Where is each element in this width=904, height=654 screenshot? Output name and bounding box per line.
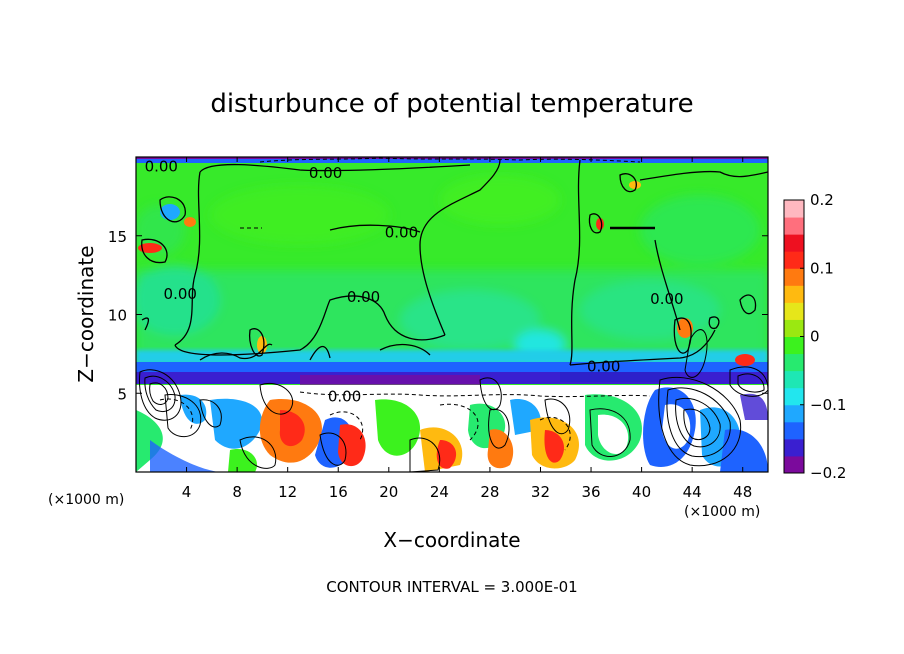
plot-area bbox=[136, 157, 768, 472]
colorbar-swatch bbox=[784, 336, 804, 355]
colorbar-swatch bbox=[784, 353, 804, 372]
x-tick-label: 48 bbox=[733, 483, 752, 501]
colorbar-swatch bbox=[784, 234, 804, 252]
contour-label: 0.00 bbox=[145, 157, 178, 175]
x-axis-ticks: 4 8 12 16 20 24 28 32 36 40 44 48 bbox=[182, 157, 752, 501]
x-tick-label: 40 bbox=[632, 483, 651, 501]
colorbar-swatch bbox=[784, 200, 804, 218]
contour-label: 0.00 bbox=[650, 290, 683, 308]
x-axis-label: X−coordinate bbox=[383, 528, 520, 552]
x-tick-label: 12 bbox=[278, 483, 297, 501]
x-unit-left: (×1000 m) bbox=[48, 492, 124, 508]
upper-field-texture bbox=[136, 175, 768, 365]
x-tick-label: 36 bbox=[581, 483, 600, 501]
colorbar-tick-label: −0.1 bbox=[810, 396, 846, 414]
colorbar-swatch bbox=[784, 387, 804, 406]
y-axis-label: Z−coordinate bbox=[74, 245, 98, 382]
colorbar-swatch bbox=[784, 251, 804, 269]
colorbar-swatch bbox=[784, 421, 804, 440]
contour-label: 0.00 bbox=[385, 224, 418, 242]
y-axis-ticks: 5 10 15 bbox=[108, 228, 768, 403]
chart-title: disturbunce of potential temperature bbox=[210, 89, 693, 119]
contour-label: 0.00 bbox=[309, 164, 342, 182]
colorbar-swatch bbox=[784, 404, 804, 423]
x-unit-right: (×1000 m) bbox=[684, 504, 760, 520]
contour-label: 0.00 bbox=[347, 288, 380, 306]
x-tick-label: 32 bbox=[531, 483, 550, 501]
contour-labels: 0.00 0.00 0.00 0.00 0.00 0.00 0.00 0.00 bbox=[145, 157, 684, 405]
lower-field-blobs bbox=[136, 387, 768, 472]
x-tick-label: 44 bbox=[683, 483, 702, 501]
colorbar-swatch bbox=[784, 268, 804, 286]
x-tick-label: 20 bbox=[379, 483, 398, 501]
x-tick-label: 4 bbox=[182, 483, 192, 501]
colorbar bbox=[784, 200, 804, 474]
colorbar-swatch bbox=[784, 302, 804, 320]
inversion-band-blue bbox=[136, 362, 768, 374]
top-band bbox=[136, 157, 768, 163]
dashed-contours bbox=[159, 157, 651, 451]
colorbar-swatch bbox=[784, 438, 804, 457]
colorbar-swatch bbox=[784, 217, 804, 235]
colorbar-tick-label: 0 bbox=[810, 328, 820, 346]
contour-interval-note: CONTOUR INTERVAL = 3.000E-01 bbox=[326, 578, 577, 596]
colorbar-tick-label: 0.2 bbox=[810, 191, 834, 209]
y-tick-label: 15 bbox=[108, 228, 127, 246]
colorbar-swatch bbox=[784, 285, 804, 303]
contour-label: 0.00 bbox=[328, 387, 361, 405]
colorbar-ticks: 0.2 0.1 0 −0.1 −0.2 bbox=[800, 191, 846, 482]
colorbar-swatch bbox=[784, 455, 804, 474]
contour-label: 0.00 bbox=[587, 357, 620, 375]
x-tick-label: 28 bbox=[480, 483, 499, 501]
x-tick-label: 8 bbox=[232, 483, 242, 501]
y-tick-label: 10 bbox=[108, 307, 127, 325]
colorbar-tick-label: −0.2 bbox=[810, 464, 846, 482]
colorbar-swatch bbox=[784, 370, 804, 389]
y-tick-label: 5 bbox=[117, 385, 127, 403]
colorbar-tick-label: 0.1 bbox=[810, 259, 834, 277]
contour-label: 0.00 bbox=[164, 285, 197, 303]
inversion-band-cyan bbox=[136, 350, 768, 364]
x-tick-label: 24 bbox=[430, 483, 449, 501]
x-tick-label: 16 bbox=[329, 483, 348, 501]
colorbar-swatch bbox=[784, 319, 804, 337]
